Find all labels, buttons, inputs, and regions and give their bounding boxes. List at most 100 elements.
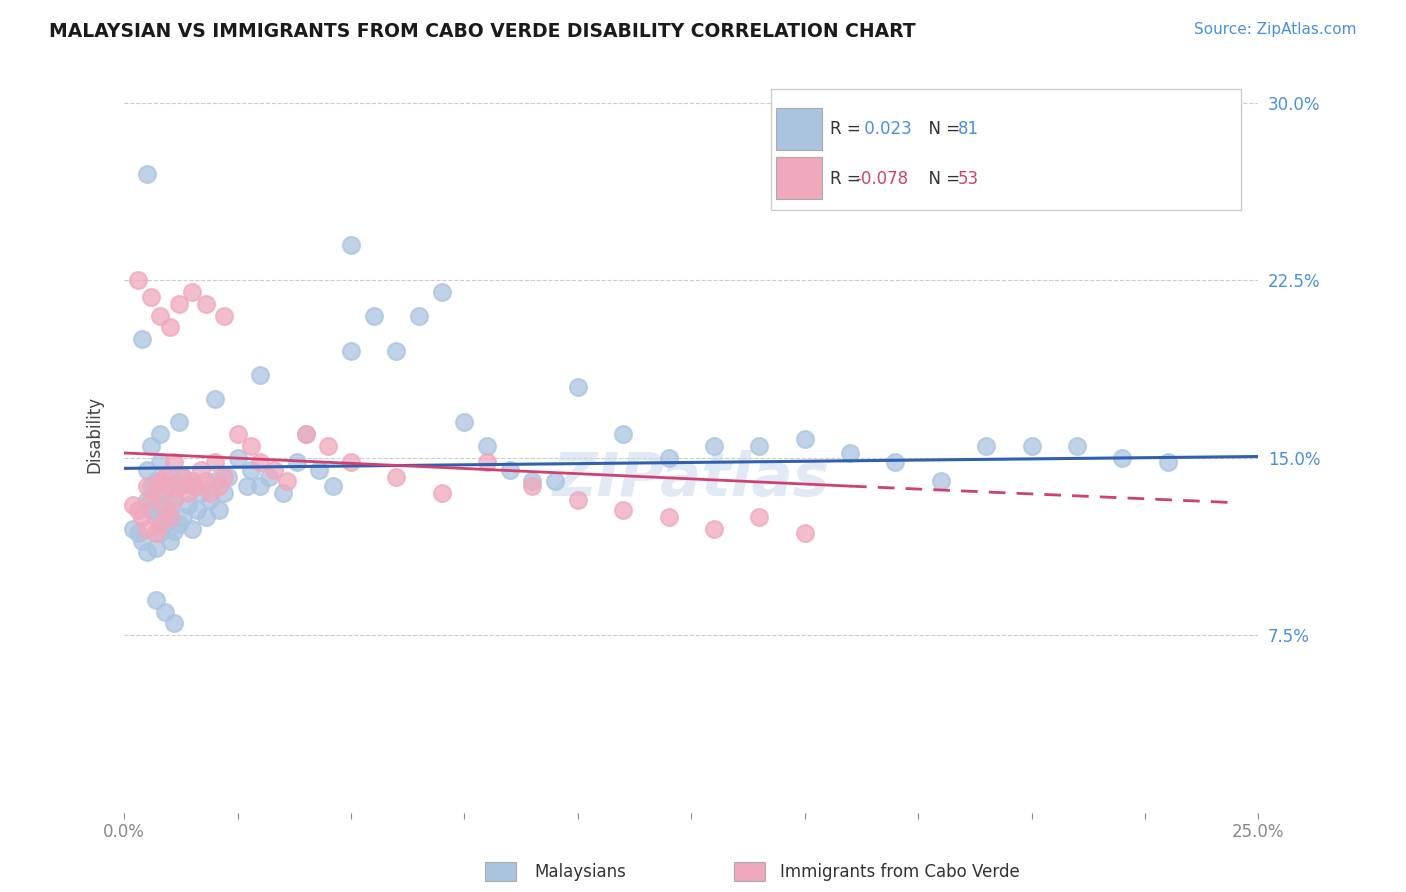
Text: 53: 53	[957, 169, 979, 187]
Point	[208, 503, 231, 517]
Point	[149, 427, 172, 442]
Point	[204, 455, 226, 469]
Point	[149, 455, 172, 469]
Text: 81: 81	[957, 120, 979, 137]
Point	[612, 427, 634, 442]
Point	[212, 469, 235, 483]
Point	[430, 285, 453, 299]
Point	[567, 379, 589, 393]
Point	[658, 509, 681, 524]
Point	[141, 439, 163, 453]
Point	[172, 469, 194, 483]
Point	[190, 462, 212, 476]
Y-axis label: Disability: Disability	[86, 395, 103, 473]
Point	[190, 486, 212, 500]
Point	[141, 493, 163, 508]
Point	[176, 498, 198, 512]
Point	[153, 605, 176, 619]
Text: N =: N =	[918, 169, 966, 187]
Point	[145, 592, 167, 607]
Point	[340, 344, 363, 359]
Point	[235, 479, 257, 493]
Point	[748, 439, 770, 453]
Point	[522, 479, 544, 493]
Point	[163, 493, 186, 508]
Point	[135, 545, 157, 559]
Point	[172, 469, 194, 483]
Point	[612, 503, 634, 517]
Point	[122, 522, 145, 536]
Point	[212, 486, 235, 500]
FancyBboxPatch shape	[776, 108, 821, 150]
Point	[200, 486, 222, 500]
Point	[974, 439, 997, 453]
Point	[163, 616, 186, 631]
Point	[240, 439, 263, 453]
Point	[176, 486, 198, 500]
Point	[131, 533, 153, 548]
Point	[748, 509, 770, 524]
Point	[149, 309, 172, 323]
Point	[159, 503, 181, 517]
Text: Source: ZipAtlas.com: Source: ZipAtlas.com	[1194, 22, 1357, 37]
Point	[149, 475, 172, 489]
Point	[159, 320, 181, 334]
Point	[1156, 455, 1178, 469]
Text: Immigrants from Cabo Verde: Immigrants from Cabo Verde	[780, 863, 1021, 881]
Point	[240, 462, 263, 476]
Point	[226, 427, 249, 442]
Point	[522, 475, 544, 489]
Point	[200, 493, 222, 508]
Point	[385, 344, 408, 359]
Point	[153, 469, 176, 483]
Point	[340, 455, 363, 469]
Point	[1066, 439, 1088, 453]
Point	[135, 479, 157, 493]
Text: ZIPatlas: ZIPatlas	[553, 450, 830, 509]
Point	[363, 309, 385, 323]
Point	[181, 475, 204, 489]
Text: 0.023: 0.023	[859, 120, 912, 137]
Point	[159, 479, 181, 493]
Text: MALAYSIAN VS IMMIGRANTS FROM CABO VERDE DISABILITY CORRELATION CHART: MALAYSIAN VS IMMIGRANTS FROM CABO VERDE …	[49, 22, 915, 41]
Point	[163, 455, 186, 469]
Point	[294, 427, 316, 442]
Point	[218, 469, 240, 483]
Point	[194, 297, 217, 311]
Point	[430, 486, 453, 500]
Point	[249, 368, 271, 382]
Point	[658, 450, 681, 465]
Text: R =: R =	[830, 120, 866, 137]
Point	[131, 509, 153, 524]
Point	[475, 455, 498, 469]
Point	[167, 415, 190, 429]
Point	[340, 237, 363, 252]
Point	[1111, 450, 1133, 465]
Point	[159, 469, 181, 483]
Point	[153, 503, 176, 517]
Point	[793, 432, 815, 446]
Point	[145, 475, 167, 489]
Point	[839, 446, 862, 460]
Point	[322, 479, 344, 493]
Point	[308, 462, 330, 476]
Point	[131, 332, 153, 346]
Text: Malaysians: Malaysians	[534, 863, 626, 881]
Text: R =: R =	[830, 169, 866, 187]
Point	[127, 503, 149, 517]
Point	[212, 309, 235, 323]
Point	[149, 516, 172, 531]
Point	[181, 285, 204, 299]
Point	[145, 486, 167, 500]
Point	[208, 479, 231, 493]
Point	[145, 541, 167, 555]
Point	[167, 516, 190, 531]
Point	[141, 503, 163, 517]
Point	[567, 493, 589, 508]
Point	[194, 475, 217, 489]
Point	[285, 455, 308, 469]
Point	[153, 486, 176, 500]
Point	[884, 455, 907, 469]
Point	[186, 503, 208, 517]
Point	[163, 491, 186, 505]
